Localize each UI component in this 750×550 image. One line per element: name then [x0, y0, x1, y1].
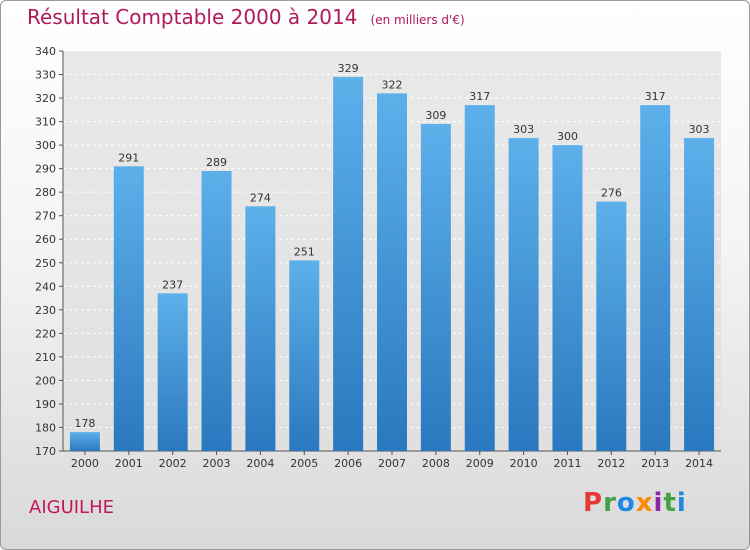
- bar: [420, 123, 451, 452]
- y-tick-label: 230: [35, 304, 56, 317]
- title-row: Résultat Comptable 2000 à 2014 (en milli…: [27, 5, 465, 29]
- bar: [289, 260, 320, 451]
- y-tick-label: 270: [35, 210, 56, 223]
- logo-letter: o: [616, 488, 636, 518]
- y-tick-label: 340: [35, 45, 56, 58]
- y-tick-label: 210: [35, 351, 56, 364]
- x-tick-label: 2008: [422, 457, 450, 470]
- proxiti-logo[interactable]: Proxiti: [583, 488, 687, 518]
- chart-unit: (en milliers d'€): [370, 13, 465, 27]
- y-tick-label: 260: [35, 233, 56, 246]
- bar: [596, 201, 627, 451]
- logo-letter: x: [635, 488, 654, 518]
- chart-title: Résultat Comptable 2000 à 2014: [27, 5, 358, 29]
- y-tick-label: 220: [35, 327, 56, 340]
- bar-value-label: 237: [162, 278, 183, 291]
- bar-value-label: 251: [294, 245, 315, 258]
- bar-value-label: 329: [338, 62, 359, 75]
- logo-letter: r: [603, 488, 617, 518]
- y-tick-label: 240: [35, 280, 56, 293]
- bar-value-label: 303: [689, 123, 710, 136]
- logo-letter: i: [676, 488, 687, 518]
- bar-value-label: 300: [557, 130, 578, 143]
- y-tick-label: 280: [35, 186, 56, 199]
- bar: [157, 293, 188, 451]
- bar-value-label: 317: [469, 90, 490, 103]
- x-tick-label: 2001: [115, 457, 143, 470]
- x-tick-label: 2005: [290, 457, 318, 470]
- bar-value-label: 309: [425, 109, 446, 122]
- bar-value-label: 274: [250, 191, 271, 204]
- y-tick-label: 200: [35, 374, 56, 387]
- y-tick-label: 320: [35, 92, 56, 105]
- x-tick-label: 2003: [203, 457, 231, 470]
- bar-value-label: 322: [382, 78, 403, 91]
- commune-name: AIGUILHE: [29, 497, 114, 518]
- logo-letter: P: [583, 488, 604, 518]
- bar: [464, 105, 495, 451]
- x-tick-label: 2004: [246, 457, 274, 470]
- bar: [333, 76, 364, 451]
- y-tick-label: 300: [35, 139, 56, 152]
- bar: [245, 206, 276, 451]
- y-tick-label: 330: [35, 69, 56, 82]
- x-tick-label: 2002: [159, 457, 187, 470]
- x-tick-label: 2007: [378, 457, 406, 470]
- bar: [377, 93, 407, 452]
- x-tick-label: 2009: [466, 457, 494, 470]
- bar-value-label: 303: [513, 123, 534, 136]
- bar: [113, 166, 144, 451]
- x-tick-label: 2012: [597, 457, 625, 470]
- bar-value-label: 291: [118, 151, 139, 164]
- bar-value-label: 317: [645, 90, 666, 103]
- bar: [552, 145, 583, 451]
- x-tick-label: 2014: [685, 457, 713, 470]
- x-tick-label: 2013: [641, 457, 669, 470]
- logo-letter: t: [663, 488, 677, 518]
- y-tick-label: 290: [35, 163, 56, 176]
- bar: [508, 138, 539, 451]
- y-tick-label: 180: [35, 421, 56, 434]
- bar: [201, 171, 232, 451]
- x-tick-label: 2000: [71, 457, 99, 470]
- bar: [640, 105, 671, 451]
- y-tick-label: 310: [35, 116, 56, 129]
- x-tick-label: 2010: [510, 457, 538, 470]
- bar-value-label: 276: [601, 187, 622, 200]
- y-tick-label: 190: [35, 398, 56, 411]
- x-tick-label: 2011: [553, 457, 581, 470]
- y-tick-label: 250: [35, 257, 56, 270]
- logo-letter: i: [653, 488, 664, 518]
- x-tick-label: 2006: [334, 457, 362, 470]
- bar: [69, 432, 100, 451]
- y-tick-label: 170: [35, 445, 56, 458]
- bar-value-label: 178: [74, 417, 95, 430]
- bar: [684, 138, 715, 451]
- bar-value-label: 289: [206, 156, 227, 169]
